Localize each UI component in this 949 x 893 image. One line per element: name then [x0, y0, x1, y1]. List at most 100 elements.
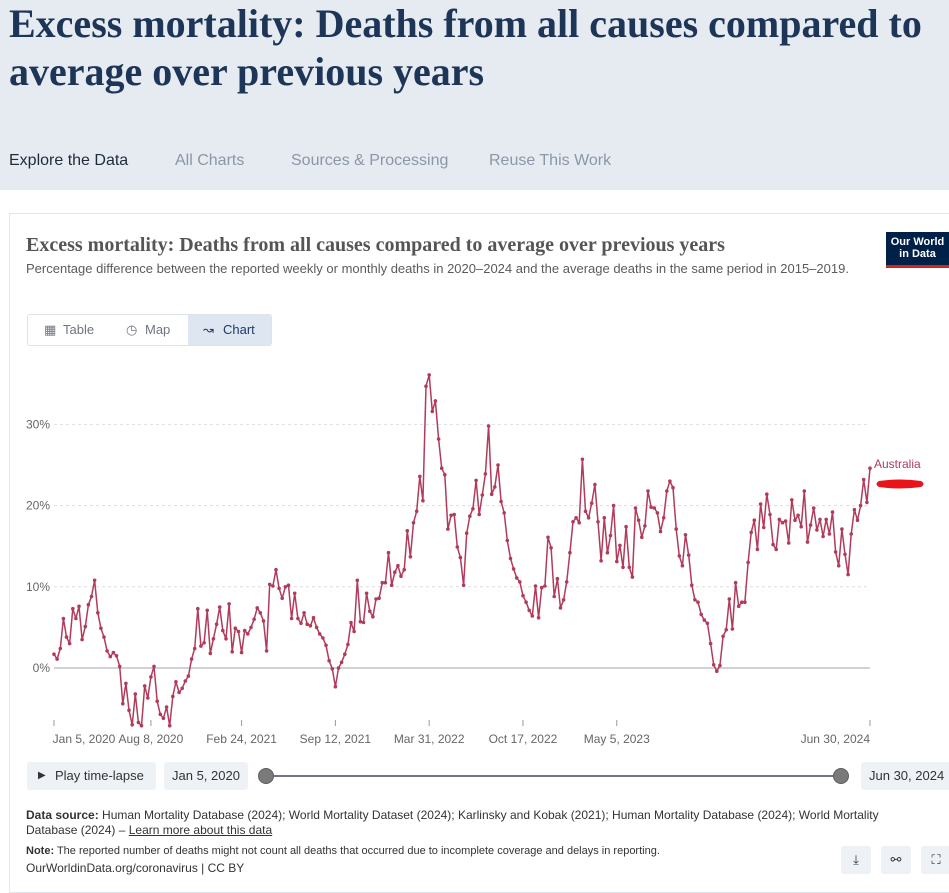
tab-reuse-this-work[interactable]: Reuse This Work — [489, 152, 612, 169]
view-tab-table[interactable]: ▦ Table — [28, 315, 113, 345]
data-point — [333, 684, 338, 689]
data-point — [646, 489, 650, 493]
data-point — [499, 499, 503, 504]
data-point — [305, 622, 310, 626]
y-tick-label: 0% — [33, 661, 51, 675]
data-point — [230, 650, 234, 654]
data-point — [777, 517, 782, 522]
data-point — [99, 626, 103, 630]
data-point — [408, 555, 413, 559]
data-point — [802, 489, 807, 493]
data-point — [414, 509, 419, 514]
share-button[interactable]: ⚯ — [881, 846, 911, 874]
timeline-end-handle[interactable] — [833, 768, 849, 784]
owid-logo[interactable]: Our World in Data — [886, 232, 949, 268]
data-point — [571, 520, 575, 524]
data-point — [718, 663, 722, 668]
view-tab-chart[interactable]: ↝ Chart — [188, 315, 271, 345]
data-point — [583, 509, 588, 514]
data-point — [152, 664, 156, 669]
timeline-slider-track[interactable] — [265, 775, 842, 777]
tab-all-charts[interactable]: All Charts — [175, 152, 245, 169]
data-point — [511, 567, 516, 571]
data-point — [765, 492, 769, 497]
data-point — [239, 650, 244, 655]
data-point — [461, 583, 466, 587]
data-point — [277, 586, 281, 591]
data-point — [418, 474, 422, 479]
data-point — [343, 652, 347, 656]
data-point — [299, 621, 303, 626]
data-point — [693, 598, 697, 602]
note-text: The reported number of deaths might not … — [54, 845, 660, 857]
data-point — [330, 667, 335, 671]
data-point — [52, 652, 56, 656]
timeline-start-handle[interactable] — [258, 768, 274, 784]
play-timelapse-button[interactable]: ▶ Play time-lapse — [27, 762, 156, 790]
data-point — [289, 616, 294, 621]
data-point — [552, 594, 556, 599]
data-point — [527, 608, 531, 613]
data-point — [586, 516, 591, 520]
data-point — [352, 629, 356, 634]
data-point — [264, 649, 269, 653]
data-point — [205, 608, 209, 613]
data-point — [227, 602, 231, 606]
data-point — [371, 615, 375, 619]
data-point — [121, 701, 125, 706]
logo-line-1: Our World — [890, 236, 945, 248]
data-point — [593, 482, 597, 487]
data-point — [67, 641, 72, 646]
view-tab-map[interactable]: ◷ Map — [113, 315, 188, 345]
x-tick-label: Oct 17, 2022 — [489, 732, 558, 746]
data-point — [327, 658, 331, 663]
data-point — [674, 527, 678, 531]
data-point — [680, 563, 685, 568]
series-line-australia — [53, 374, 871, 727]
data-point — [811, 506, 816, 510]
x-tick-label: Sep 12, 2021 — [300, 732, 372, 746]
tab-sources-processing[interactable]: Sources & Processing — [291, 152, 449, 169]
data-point — [783, 519, 788, 523]
data-point — [336, 666, 341, 670]
data-point — [708, 641, 713, 646]
source-url[interactable]: OurWorldinData.org/coronavirus | CC BY — [26, 861, 245, 875]
data-point — [436, 437, 441, 441]
chart-legend: Australia — [874, 457, 924, 489]
data-point — [727, 597, 732, 601]
data-point — [164, 705, 169, 709]
data-point — [524, 600, 528, 604]
data-point — [433, 399, 438, 403]
data-point — [355, 578, 360, 583]
data-point — [752, 518, 757, 522]
logo-line-2: in Data — [899, 248, 936, 260]
view-tab-label: Table — [63, 322, 95, 337]
download-button[interactable]: ⤓ — [841, 846, 871, 874]
data-point — [749, 530, 753, 535]
data-point — [199, 644, 203, 648]
data-point — [83, 624, 88, 629]
tab-explore-the-data[interactable]: Explore the Data — [9, 152, 129, 169]
data-point — [446, 527, 450, 531]
data-point — [774, 547, 778, 552]
data-point — [302, 611, 306, 615]
timeline-end-date[interactable]: Jun 30, 2024 — [861, 762, 949, 790]
data-point — [368, 609, 372, 613]
data-point — [383, 580, 388, 585]
timeline-start-date[interactable]: Jan 5, 2020 — [164, 762, 248, 790]
data-point — [833, 550, 838, 554]
data-point — [596, 520, 600, 524]
learn-more-link[interactable]: Learn more about this data — [128, 823, 273, 837]
data-point — [746, 560, 750, 565]
data-point — [577, 520, 581, 525]
data-point — [389, 583, 394, 587]
data-point — [96, 611, 100, 615]
data-point — [830, 510, 835, 514]
data-point — [480, 493, 485, 497]
data-point — [393, 570, 397, 574]
fullscreen-button[interactable]: ⛶ — [921, 846, 949, 874]
data-point — [192, 646, 197, 651]
data-point — [55, 657, 59, 661]
data-point — [421, 498, 425, 503]
data-point — [258, 611, 263, 615]
